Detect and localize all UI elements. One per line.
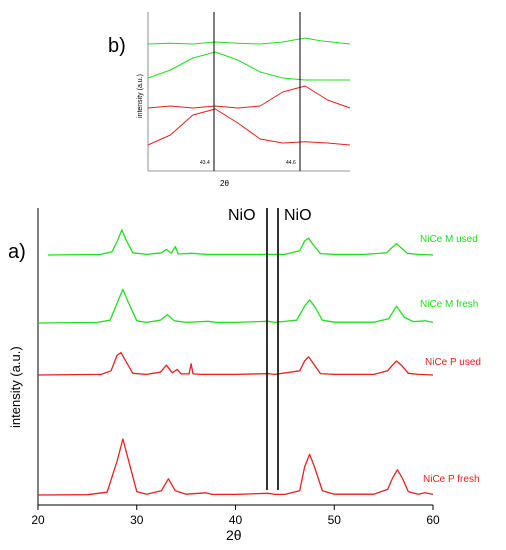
- main-panel: a) 20 30 40 50 60 2θ intensity (a.u.) NiO Ni…: [8, 207, 481, 543]
- main-curves: [37, 229, 434, 496]
- main-x-tick-label: 60: [426, 513, 440, 527]
- nio-label-1: NiO: [228, 207, 256, 224]
- inset-series-line-4: [147, 108, 351, 146]
- inset-x-label: 2θ: [220, 179, 229, 188]
- main-x-label: 2θ: [226, 527, 242, 543]
- inset-panel: b) intensity (a.u.) 2θ 43.4 44.6: [108, 12, 351, 188]
- main-series-line-3: [37, 351, 434, 376]
- inset-series-line-2: [147, 51, 350, 81]
- series-label-3: NiCe P used: [425, 357, 481, 368]
- nio-label-2: NiO: [284, 207, 312, 224]
- main-y-label: intensity (a.u.): [8, 346, 23, 428]
- main-series-line-2: [37, 288, 434, 324]
- inset-vline-label-1: 43.4: [200, 160, 210, 166]
- main-series-line-4: [37, 438, 434, 496]
- main-x-tick-label: 30: [130, 513, 144, 527]
- main-x-tick-label: 50: [328, 513, 342, 527]
- inset-series-line-1: [147, 37, 351, 45]
- panel-label-b: b): [108, 35, 126, 57]
- series-label-1: NiCe M used: [420, 234, 478, 245]
- inset-vline-label-2: 44.6: [286, 160, 296, 166]
- inset-y-label: intensity (a.u.): [137, 74, 144, 118]
- series-label-4: NiCe P fresh: [423, 474, 480, 485]
- main-x-tick-label: 20: [31, 513, 45, 527]
- inset-curves: [147, 37, 351, 146]
- series-label-2: NiCe M fresh: [420, 299, 478, 310]
- inset-series-line-3: [147, 85, 351, 109]
- panel-label-a: a): [8, 241, 26, 263]
- main-x-ticks: 20 30 40 50 60: [31, 505, 440, 527]
- main-series-line-1: [47, 229, 434, 256]
- main-x-tick-label: 40: [229, 513, 243, 527]
